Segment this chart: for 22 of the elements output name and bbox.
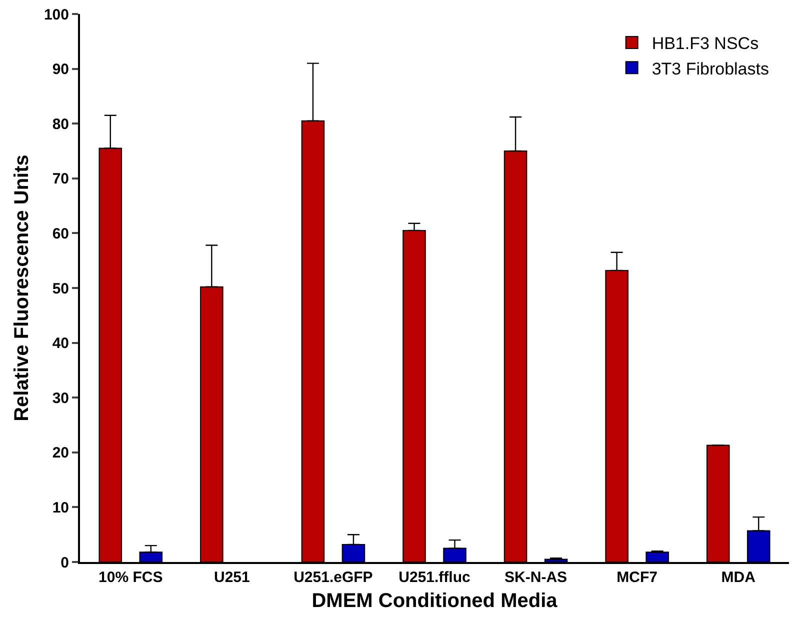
- legend-label: 3T3 Fibroblasts: [652, 59, 769, 78]
- x-tick-label: MCF7: [616, 569, 658, 586]
- y-tick-label: 50: [52, 280, 69, 298]
- y-tick-label: 30: [52, 390, 69, 407]
- y-tick-label: 0: [60, 554, 69, 572]
- y-tick-label: 60: [52, 225, 69, 242]
- y-tick-label: 10: [52, 499, 69, 516]
- x-axis-title: DMEM Conditioned Media: [312, 590, 558, 612]
- x-tick-label: U251.eGFP: [294, 569, 373, 586]
- x-tick-label: U251.ffluc: [398, 569, 470, 586]
- y-tick-label: 90: [52, 61, 69, 78]
- y-tick-label: 20: [52, 444, 69, 462]
- y-tick-label: 80: [52, 116, 69, 133]
- legend-label: HB1.F3 NSCs: [652, 34, 759, 54]
- x-tick-label: SK-N-AS: [504, 569, 568, 586]
- y-tick-label: 100: [44, 6, 69, 24]
- y-tick-label: 40: [52, 335, 69, 352]
- y-tick-label: 70: [52, 170, 69, 188]
- x-tick-label: MDA: [721, 569, 756, 586]
- x-tick-label: U251: [214, 569, 250, 586]
- y-axis-title: Relative Fluorescence Units: [10, 154, 33, 422]
- x-tick-label: 10% FCS: [98, 569, 163, 586]
